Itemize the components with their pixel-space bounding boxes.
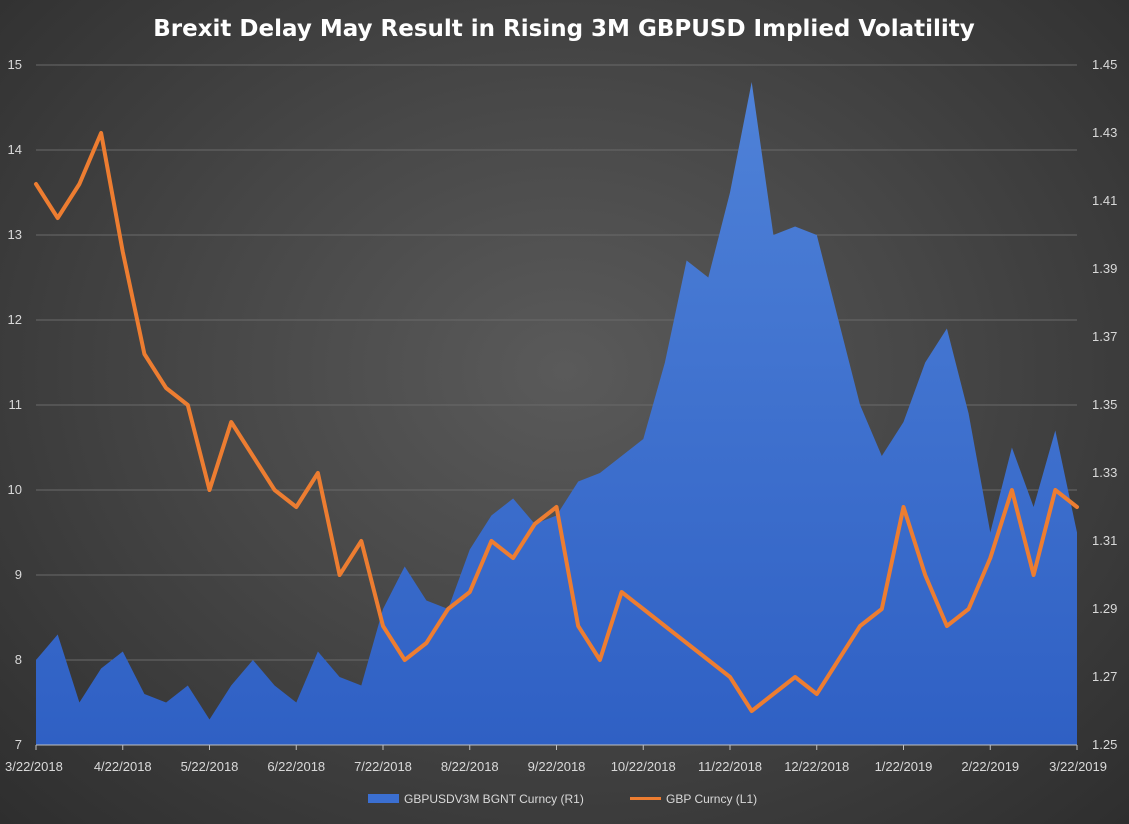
left-axis-tick-label: 12 xyxy=(8,312,22,327)
left-axis-tick-label: 13 xyxy=(8,227,22,242)
x-axis-tick-label: 3/22/2018 xyxy=(5,759,63,774)
legend-label-gbp: GBP Curncy (L1) xyxy=(666,792,757,806)
left-axis-tick-label: 7 xyxy=(15,737,22,752)
x-axis-tick-label: 1/22/2019 xyxy=(875,759,933,774)
x-axis-tick-label: 12/22/2018 xyxy=(784,759,849,774)
legend: GBPUSDV3M BGNT Curncy (R1) GBP Curncy (L1… xyxy=(368,792,757,806)
series-line-gbp xyxy=(34,131,1079,713)
gbp-line xyxy=(34,131,1079,713)
left-axis-tick-label: 9 xyxy=(15,567,22,582)
x-axis-tick-label: 3/22/2019 xyxy=(1049,759,1107,774)
volatility-area xyxy=(36,82,1077,745)
right-axis-tick-label: 1.31 xyxy=(1092,533,1117,548)
right-axis-tick-label: 1.45 xyxy=(1092,57,1117,72)
right-axis-tick-label: 1.39 xyxy=(1092,261,1117,276)
legend-label-volatility: GBPUSDV3M BGNT Curncy (R1) xyxy=(404,792,584,806)
x-axis-tick-label: 10/22/2018 xyxy=(611,759,676,774)
x-axis-tick-label: 7/22/2018 xyxy=(354,759,412,774)
left-axis-tick-label: 10 xyxy=(8,482,22,497)
right-axis-tick-label: 1.37 xyxy=(1092,329,1117,344)
left-axis-tick-label: 8 xyxy=(15,652,22,667)
series-area-volatility xyxy=(36,82,1077,745)
chart-title: Brexit Delay May Result in Rising 3M GBP… xyxy=(153,16,975,42)
x-axis-tick-label: 5/22/2018 xyxy=(181,759,239,774)
right-axis-tick-label: 1.29 xyxy=(1092,601,1117,616)
x-axis-tick-label: 4/22/2018 xyxy=(94,759,152,774)
x-axis-tick-label: 2/22/2019 xyxy=(961,759,1019,774)
left-axis-tick-label: 14 xyxy=(8,142,22,157)
legend-swatch-area xyxy=(368,794,399,803)
x-axis-tick-label: 6/22/2018 xyxy=(267,759,325,774)
x-axis-tick-label: 8/22/2018 xyxy=(441,759,499,774)
x-axis-tick-label: 11/22/2018 xyxy=(698,759,762,774)
x-axis-tick-label: 9/22/2018 xyxy=(528,759,586,774)
left-axis-tick-label: 11 xyxy=(9,397,23,412)
right-axis-tick-label: 1.25 xyxy=(1092,737,1117,752)
axes: 7 8 9 10 11 12 13 14 15 1.25 1.27 1.29 1.31 1.33 1.35 1… xyxy=(5,57,1117,774)
right-axis-tick-label: 1.27 xyxy=(1092,669,1117,684)
right-axis-tick-label: 1.35 xyxy=(1092,397,1117,412)
right-axis-tick-label: 1.33 xyxy=(1092,465,1117,480)
left-axis-tick-label: 15 xyxy=(8,57,22,72)
right-axis-tick-label: 1.41 xyxy=(1092,193,1117,208)
right-axis-tick-label: 1.43 xyxy=(1092,125,1117,140)
